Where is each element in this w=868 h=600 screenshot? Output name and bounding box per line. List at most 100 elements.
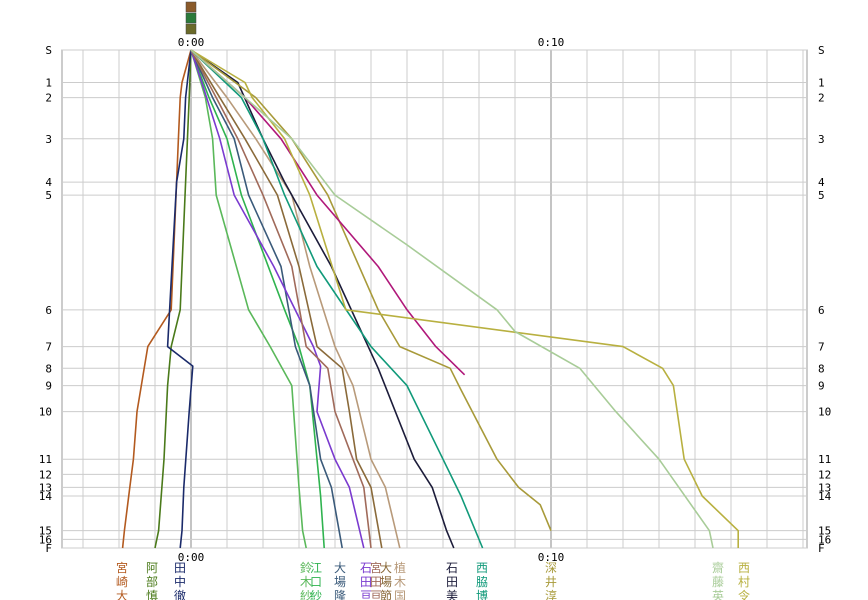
y-tick-left: 11 xyxy=(39,453,52,466)
series-line xyxy=(121,49,192,549)
runner-name-char: 田 xyxy=(174,561,186,575)
runner-name-char: 田 xyxy=(446,575,458,589)
y-tick-right: 5 xyxy=(818,189,825,202)
time-tick-top: 0:10 xyxy=(538,36,565,49)
runner-name-char: 脇 xyxy=(476,575,488,589)
y-tick-left: 8 xyxy=(45,362,52,375)
runner-name-char: 徹 xyxy=(174,588,186,600)
y-tick-left: 3 xyxy=(45,133,52,146)
runner-name-char: 井 xyxy=(545,575,557,589)
series-line xyxy=(190,49,740,548)
series-line xyxy=(190,49,343,549)
time-tick-top: 0:00 xyxy=(178,36,205,49)
y-tick-left: 5 xyxy=(45,189,52,202)
y-tick-left: 14 xyxy=(39,490,53,503)
runner-name-char: 大 xyxy=(334,561,346,575)
runner-name-char: 崎 xyxy=(116,575,128,589)
runner-name-char: 慎 xyxy=(146,589,158,600)
time-tick-bottom: 0:10 xyxy=(538,551,565,564)
start-marker xyxy=(185,12,197,24)
runner-name-char: 齋 xyxy=(712,560,724,575)
y-tick-left: 12 xyxy=(39,468,52,481)
runner-name-char: 西 xyxy=(738,561,750,575)
runner-name-char: 西 xyxy=(476,561,488,575)
series-line xyxy=(190,49,455,549)
runner-name-char: 鈴 xyxy=(300,560,312,575)
y-tick-right: 12 xyxy=(818,468,831,481)
runner-name-char: 深 xyxy=(545,561,557,575)
y-tick-right: 16 xyxy=(818,533,831,546)
series-line xyxy=(190,49,307,549)
runner-name-char: 国 xyxy=(394,589,406,600)
y-tick-right: 2 xyxy=(818,92,825,105)
start-marker xyxy=(185,23,197,35)
y-tick-right: 4 xyxy=(818,176,825,189)
y-tick-left: 7 xyxy=(45,341,52,354)
runner-name-char: 部 xyxy=(146,574,158,589)
y-tick-left: 6 xyxy=(45,304,52,317)
y-tick-left: 10 xyxy=(39,406,52,419)
y-tick-left: S xyxy=(45,44,52,57)
y-tick-left: 13 xyxy=(39,481,52,494)
runner-name-char: 紗 xyxy=(300,589,312,600)
runner-name-char: 江 xyxy=(310,561,322,575)
y-tick-left: 16 xyxy=(39,533,52,546)
runner-name-char: 石 xyxy=(360,561,372,575)
series-line xyxy=(190,49,365,549)
y-tick-right: F xyxy=(818,542,825,555)
runner-name-char: 村 xyxy=(738,575,750,589)
y-tick-left: 15 xyxy=(39,525,52,538)
y-tick-left: 4 xyxy=(45,176,52,189)
runner-name-char: 石 xyxy=(446,561,458,575)
series-line xyxy=(190,49,401,549)
runner-name-char: 亘 xyxy=(360,589,372,600)
series-line xyxy=(190,49,466,376)
series-line xyxy=(154,49,192,549)
runner-name-char: 木 xyxy=(394,575,406,589)
series-line xyxy=(166,49,194,549)
runner-name-char: 隆 xyxy=(334,588,346,600)
series-line xyxy=(190,49,383,549)
y-tick-right: 10 xyxy=(818,406,831,419)
y-tick-left: 9 xyxy=(45,380,52,393)
series-line xyxy=(190,49,714,549)
y-tick-right: 15 xyxy=(818,525,831,538)
y-tick-left: F xyxy=(45,542,52,555)
runner-name-char: 阿 xyxy=(146,561,158,575)
y-tick-right: S xyxy=(818,44,825,57)
y-tick-right: 11 xyxy=(818,453,831,466)
runner-name-char: 節 xyxy=(380,588,392,600)
y-tick-right: 14 xyxy=(818,490,832,503)
runner-name-char: 田 xyxy=(370,575,382,589)
runner-name-char: 令 xyxy=(738,588,750,600)
runner-name-char: 博 xyxy=(476,588,488,600)
runner-name-char: 中 xyxy=(174,574,186,589)
y-tick-right: 7 xyxy=(818,341,825,354)
runner-name-char: 植 xyxy=(394,560,406,575)
runner-name-char: 大 xyxy=(116,589,128,600)
runner-name-char: 美 xyxy=(446,589,458,600)
runner-name-char: 藤 xyxy=(712,575,724,589)
runner-name-char: 田 xyxy=(360,575,372,589)
runner-name-char: 英 xyxy=(712,589,724,600)
y-tick-right: 13 xyxy=(818,481,831,494)
runner-name-char: 淳 xyxy=(545,588,557,600)
runner-name-char: 宮 xyxy=(116,560,128,575)
runner-name-char: 場 xyxy=(380,575,392,589)
y-tick-left: 2 xyxy=(45,92,52,105)
y-tick-right: 8 xyxy=(818,362,825,375)
y-tick-right: 3 xyxy=(818,133,825,146)
y-tick-right: 9 xyxy=(818,380,825,393)
runner-name-char: 口 xyxy=(310,575,322,589)
runner-name-char: 大 xyxy=(380,561,392,575)
time-tick-bottom: 0:00 xyxy=(178,551,205,564)
series-line xyxy=(190,49,372,549)
start-marker xyxy=(185,1,197,13)
runner-name-char: 紗 xyxy=(310,589,322,600)
runner-name-char: 宮 xyxy=(370,560,382,575)
series-line xyxy=(190,49,552,532)
y-tick-right: 1 xyxy=(818,76,825,89)
runner-name-char: 亘 xyxy=(370,589,382,600)
y-tick-right: 6 xyxy=(818,304,825,317)
